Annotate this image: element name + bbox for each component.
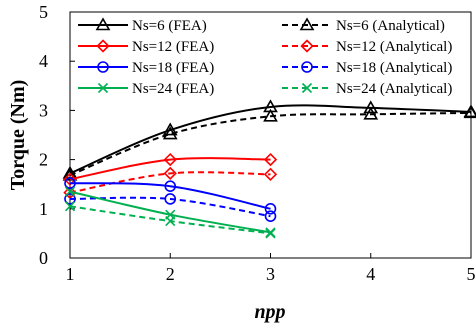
legend-label: Ns=18 (FEA) [132, 60, 214, 76]
legend-item: Ns=6 (Analytical) [282, 17, 445, 34]
legend-marker [95, 17, 111, 31]
y-tick-label: 4 [39, 51, 48, 71]
data-point [363, 106, 379, 120]
legend: Ns=6 (FEA) Ns=6 (Analytical) Ns=12 (FEA) Ns… [78, 17, 452, 97]
legend-label: Ns=12 (Analytical) [336, 39, 452, 55]
x-axis-label: npp [254, 301, 285, 323]
data-point [264, 210, 277, 222]
series-2 [63, 152, 278, 186]
series-line [69, 171, 271, 194]
data-point [263, 167, 278, 181]
data-point [162, 122, 178, 136]
series-line [69, 157, 271, 181]
legend-marker [299, 17, 315, 31]
data-point [162, 126, 178, 140]
data-point [164, 180, 177, 192]
series-line [69, 104, 472, 175]
x-tick-label: 2 [166, 264, 175, 284]
data-point [63, 172, 77, 186]
legend-item: Ns=6 (FEA) [78, 17, 207, 34]
data-point [64, 177, 76, 190]
data-point [463, 105, 476, 119]
series-layer [62, 99, 476, 239]
legend-item: Ns=12 (FEA) [78, 39, 214, 55]
series-line [69, 190, 271, 234]
data-point [64, 193, 76, 205]
x-tick-label: 1 [66, 264, 75, 284]
y-tick-label: 2 [39, 150, 48, 170]
legend-item: Ns=24 (Analytical) [282, 81, 452, 97]
legend-marker [301, 82, 313, 94]
data-point [264, 203, 277, 215]
legend-item: Ns=12 (Analytical) [282, 39, 452, 55]
series-line [69, 182, 271, 210]
legend-marker [97, 82, 109, 94]
series-7 [64, 201, 276, 239]
legend-marker [96, 39, 110, 53]
data-point [165, 216, 176, 227]
legend-label: Ns=6 (Analytical) [336, 18, 445, 34]
legend-label: Ns=24 (FEA) [132, 81, 214, 97]
data-point [164, 193, 177, 205]
data-point [62, 167, 78, 181]
series-4 [64, 177, 277, 215]
data-point [163, 166, 177, 181]
legend-label: Ns=24 (Analytical) [336, 81, 452, 97]
legend-label: Ns=18 (Analytical) [336, 60, 452, 76]
data-point [64, 201, 76, 212]
legend-item: Ns=18 (FEA) [78, 60, 214, 76]
legend-marker [301, 61, 313, 73]
legend-label: Ns=6 (FEA) [132, 18, 207, 34]
data-point [263, 152, 278, 167]
data-point [363, 100, 379, 114]
legend-marker [300, 39, 314, 53]
series-line [69, 196, 271, 218]
x-tick-label: 4 [366, 264, 375, 284]
y-tick-label: 0 [39, 248, 48, 268]
legend-item: Ns=24 (FEA) [78, 81, 214, 97]
y-tick-label: 1 [39, 199, 48, 219]
legend-label: Ns=12 (FEA) [132, 39, 214, 55]
y-axis-label: Torque (Nm) [7, 80, 29, 191]
x-tick-label: 3 [266, 264, 275, 284]
data-point [163, 152, 177, 167]
y-tick-label: 3 [39, 100, 48, 120]
y-tick-label: 5 [39, 2, 48, 22]
data-point [64, 186, 76, 197]
series-line [69, 111, 472, 177]
series-1 [62, 105, 476, 181]
data-point [263, 108, 278, 122]
x-tick-label: 5 [467, 264, 476, 284]
legend-marker [97, 61, 109, 73]
series-5 [64, 193, 277, 222]
data-point [265, 228, 276, 239]
legend-item: Ns=18 (Analytical) [282, 60, 452, 76]
